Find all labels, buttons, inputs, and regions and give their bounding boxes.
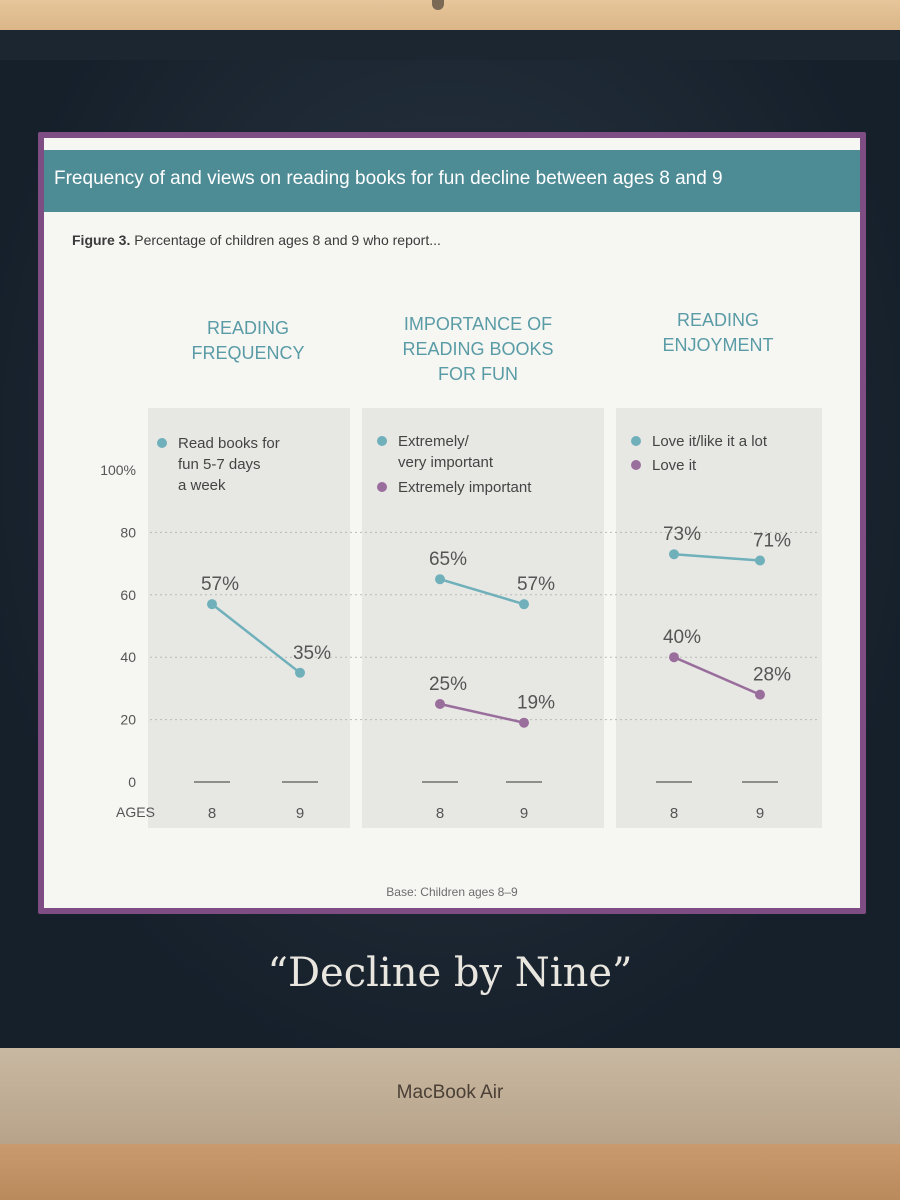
panel-title-line: IMPORTANCE OF (404, 314, 552, 334)
panel-title-line: READING BOOKS (402, 339, 553, 359)
data-label: 19% (517, 693, 555, 714)
data-label: 40% (663, 627, 701, 648)
legend-marker (631, 460, 641, 470)
legend-label: Love it (652, 457, 697, 474)
legend-label: Love it/like it a lot (652, 433, 768, 450)
panel-title-line: ENJOYMENT (662, 335, 773, 355)
data-point (519, 599, 529, 610)
x-tick-label: 8 (208, 805, 216, 822)
legend-marker (377, 482, 387, 492)
data-label: 73% (663, 524, 701, 545)
series-line (211, 603, 301, 674)
panel-title-line: READING (677, 310, 759, 330)
figure-label: Figure 3. (72, 232, 131, 248)
legend-label: very important (398, 454, 494, 471)
series-line (439, 578, 525, 606)
y-tick-label: 20 (120, 712, 136, 728)
legend-label: a week (178, 477, 226, 494)
series-line (673, 552, 761, 562)
legend-label: fun 5-7 days (178, 456, 261, 473)
legend-label: Extremely important (398, 479, 532, 496)
legend-marker (157, 438, 167, 448)
panel-background-3 (616, 408, 822, 828)
data-point (435, 699, 445, 709)
x-tick-label: 8 (670, 805, 678, 822)
laptop-bezel (0, 1048, 900, 1144)
chart-banner (44, 150, 860, 212)
panel-title-line: FREQUENCY (191, 343, 304, 363)
data-point (669, 549, 679, 560)
x-tick-label: 9 (520, 805, 528, 822)
data-point (295, 667, 305, 678)
legend-label: Extremely/ (398, 433, 470, 450)
data-point (755, 689, 765, 700)
series-line (673, 656, 761, 696)
data-label: 28% (753, 665, 791, 686)
y-tick-label: 80 (120, 524, 136, 540)
chart-title: Frequency of and views on reading books … (54, 168, 723, 189)
slide-caption: “Decline by Nine” (267, 950, 633, 996)
data-label: 25% (429, 674, 467, 695)
desk (0, 1144, 900, 1200)
data-label: 65% (429, 549, 467, 570)
y-tick-label: 60 (120, 587, 136, 603)
data-point (669, 652, 679, 663)
data-point (755, 555, 765, 566)
base-note: Base: Children ages 8–9 (386, 885, 518, 899)
figure-caption-text: Percentage of children ages 8 and 9 who … (134, 232, 441, 248)
legend-marker (377, 436, 387, 446)
x-axis-label: AGES (116, 804, 155, 820)
data-label: 57% (201, 574, 239, 595)
panel-title-line: FOR FUN (438, 364, 518, 384)
x-tick-label: 8 (436, 805, 444, 822)
device-brand: MacBook Air (396, 1082, 504, 1103)
webcam (432, 0, 444, 10)
data-point (207, 599, 217, 610)
data-label: 71% (753, 530, 791, 551)
y-tick-label: 100% (100, 462, 136, 478)
x-tick-label: 9 (296, 805, 304, 822)
data-label: 57% (517, 574, 555, 595)
data-label: 35% (293, 643, 331, 664)
panel-background-1 (148, 408, 350, 828)
legend-label: Read books for (178, 435, 280, 452)
y-tick-label: 40 (120, 649, 136, 665)
series-line (439, 702, 525, 724)
data-point (519, 717, 529, 728)
y-tick-label: 0 (128, 774, 136, 790)
legend-marker (631, 436, 641, 446)
data-point (435, 574, 445, 585)
figure-caption: Figure 3. Percentage of children ages 8 … (72, 232, 441, 248)
x-tick-label: 9 (756, 805, 764, 822)
panel-title-line: READING (207, 318, 289, 338)
panel-background-2 (362, 408, 604, 828)
